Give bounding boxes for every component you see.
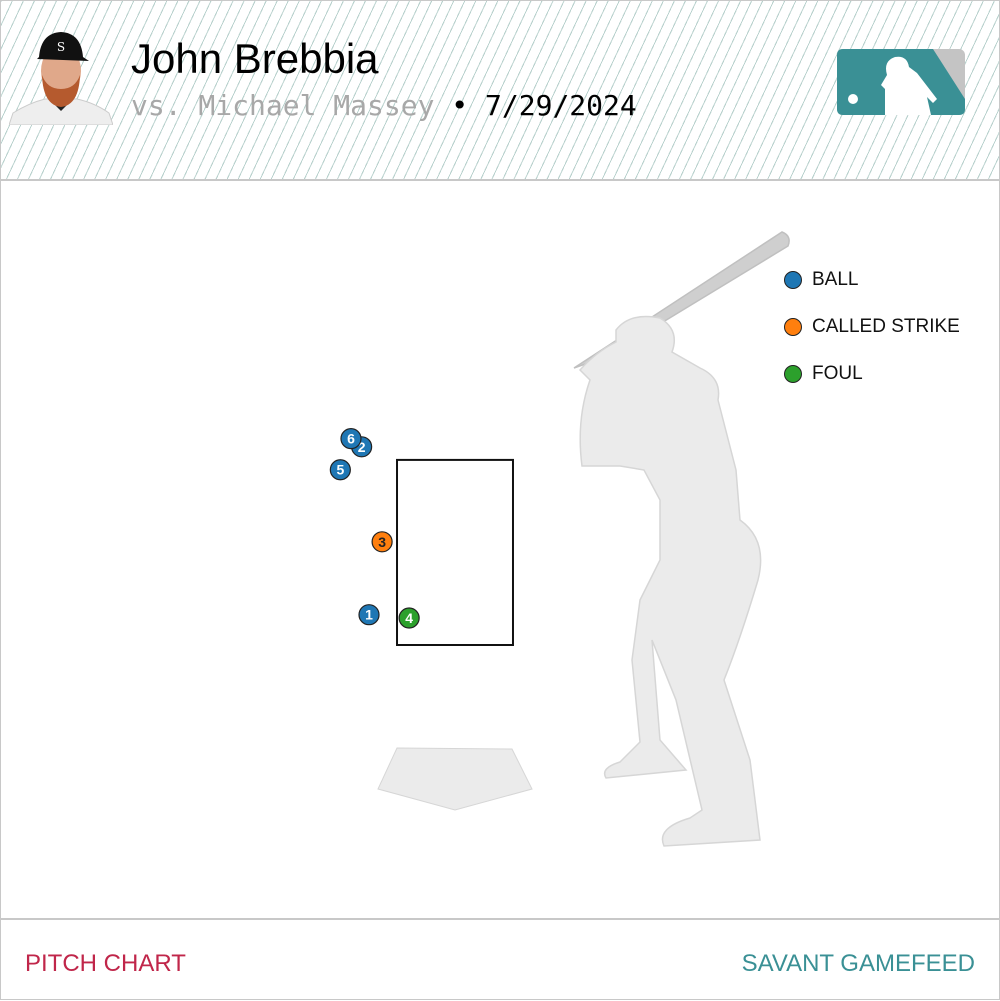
pitch-marker[interactable] [358, 604, 380, 626]
legend-item-called-strike: CALLED STRIKE [784, 303, 960, 350]
pitch-chart-label: PITCH CHART [25, 950, 186, 977]
pitch-marker[interactable] [371, 531, 393, 553]
footer: PITCH CHART SAVANT GAMEFEED [1, 918, 999, 1001]
legend-item-foul: FOUL [784, 350, 960, 397]
savant-gamefeed-link[interactable]: SAVANT GAMEFEED [741, 950, 975, 977]
pitch-marker[interactable] [398, 607, 420, 629]
mlb-logo [837, 49, 965, 115]
separator: • [451, 89, 469, 122]
pitch-3[interactable]: 3 [371, 531, 393, 553]
pitch-number: 4 [405, 610, 413, 626]
pitcher-name: John Brebbia [131, 35, 379, 82]
player-headshot: S [9, 32, 113, 125]
legend: BALL CALLED STRIKE FOUL [784, 256, 960, 397]
legend-swatch [784, 270, 802, 289]
pitch-marker[interactable] [340, 428, 362, 450]
pitch-number: 5 [336, 462, 344, 478]
pitch-6[interactable]: 6 [340, 428, 362, 450]
pitch-number: 2 [358, 439, 366, 455]
pitch-4[interactable]: 4 [398, 607, 420, 629]
pitch-5[interactable]: 5 [329, 459, 351, 481]
game-date: 7/29/2024 [485, 89, 637, 122]
legend-label: BALL [812, 268, 859, 290]
batter-silhouette [573, 231, 790, 847]
pitch-number: 1 [365, 607, 373, 623]
legend-swatch [784, 364, 802, 383]
header: S John Brebbia vs. Michael Massey • 7/29… [1, 1, 999, 181]
legend-label: FOUL [812, 362, 863, 384]
pitch-number: 6 [347, 431, 355, 447]
pitch-marker[interactable] [329, 459, 351, 481]
matchup-line: vs. Michael Massey • 7/29/2024 [131, 89, 637, 122]
pitch-number: 3 [378, 534, 386, 550]
legend-label: CALLED STRIKE [812, 315, 960, 337]
home-plate [377, 747, 533, 811]
pitch-chart: 1 2 3 4 56 [329, 231, 790, 847]
legend-item-ball: BALL [784, 256, 960, 303]
strike-zone [396, 458, 514, 646]
pitch-1[interactable]: 1 [358, 604, 380, 626]
opponent: vs. Michael Massey [131, 89, 435, 122]
pitch-markers: 1 2 3 4 56 [329, 428, 420, 629]
legend-swatch [784, 317, 802, 336]
svg-text:S: S [57, 40, 65, 54]
